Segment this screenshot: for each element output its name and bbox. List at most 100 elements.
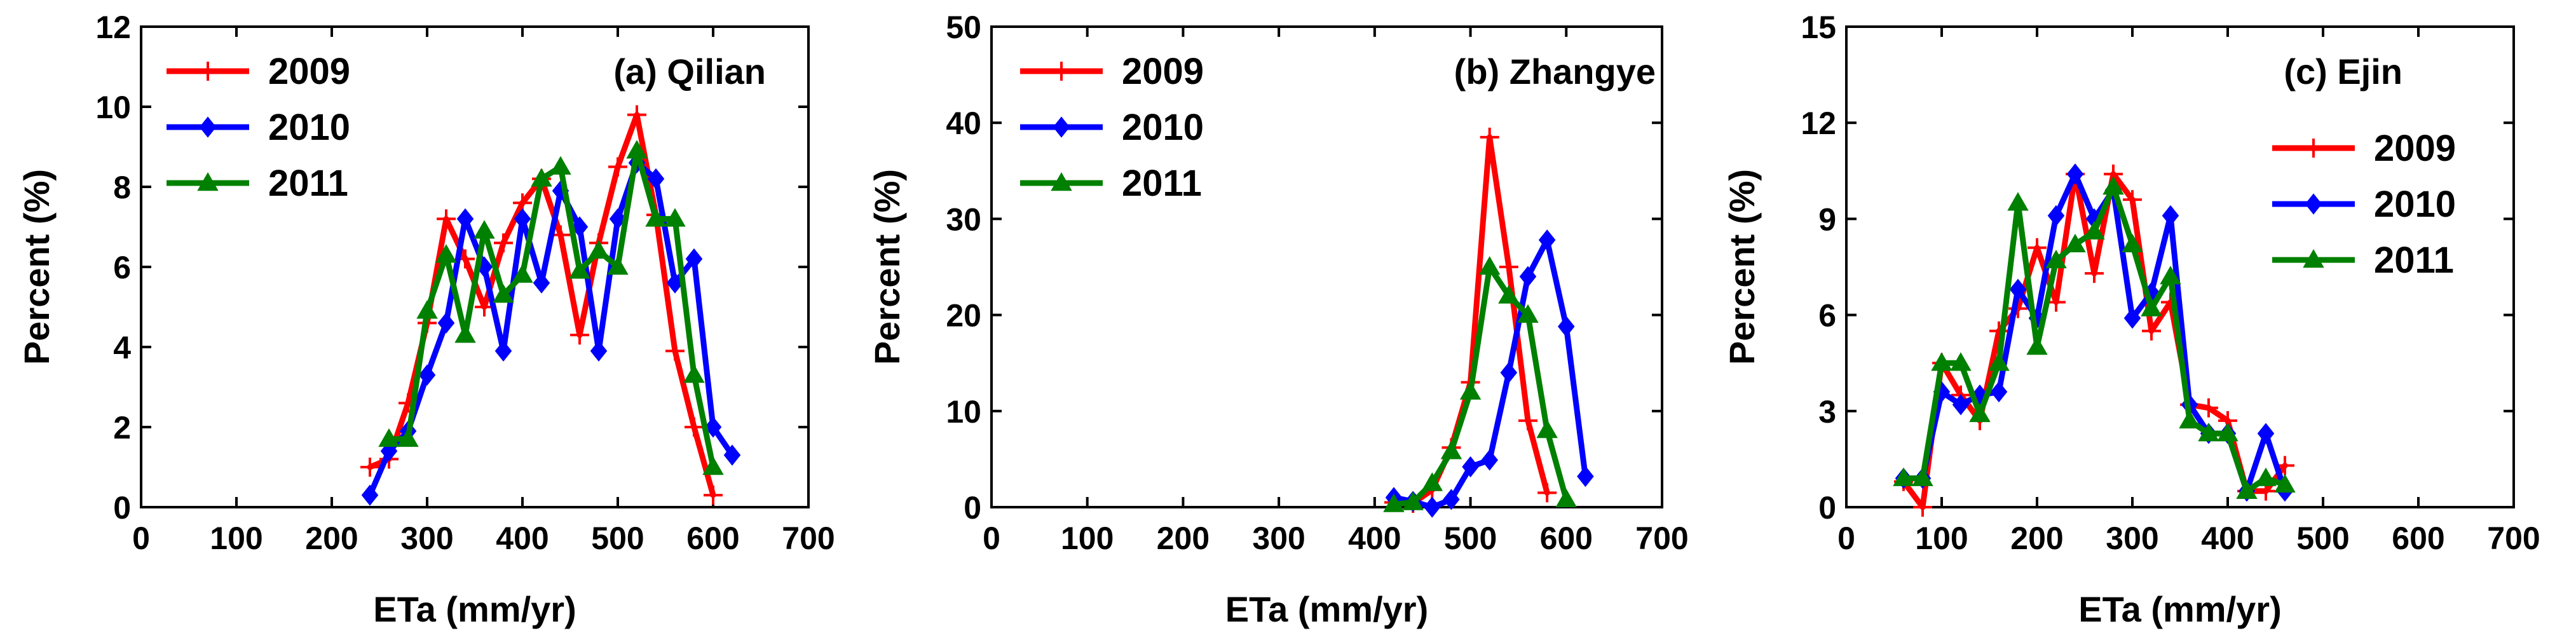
data-point — [1577, 466, 1594, 487]
triangle-marker — [435, 244, 457, 263]
plus-marker — [494, 233, 513, 253]
data-point — [2255, 467, 2277, 486]
legend-entry-2011: 2011 — [2272, 240, 2454, 281]
data-point — [2026, 336, 2048, 355]
plus-marker — [1518, 411, 1537, 430]
x-tick-label: 700 — [1635, 521, 1688, 556]
triangle-marker — [1478, 255, 1501, 275]
data-point — [1402, 491, 1424, 510]
triangle-marker — [2007, 192, 2029, 211]
data-point — [2045, 249, 2067, 269]
x-tick-label: 500 — [1444, 521, 1497, 556]
data-point — [437, 312, 455, 334]
data-point — [2007, 192, 2029, 211]
triangle-marker — [626, 140, 648, 159]
data-point — [512, 264, 533, 283]
triangle-marker — [1893, 467, 1914, 486]
data-point — [1519, 266, 1537, 287]
triangle-marker — [569, 260, 590, 279]
data-point — [531, 168, 552, 187]
triangle-marker — [2179, 409, 2200, 429]
series-2011 — [378, 140, 724, 475]
x-axis-label: ETa (mm/yr) — [2078, 589, 2281, 629]
diamond-marker — [1558, 316, 1575, 337]
triangle-marker — [454, 324, 476, 343]
x-tick-label: 500 — [591, 521, 644, 556]
x-tick-label: 100 — [1061, 521, 1114, 556]
triangle-marker — [2122, 233, 2143, 252]
x-tick-label: 400 — [496, 521, 549, 556]
triangle-marker — [2102, 175, 2124, 195]
data-point — [683, 364, 705, 383]
y-tick-label: 40 — [946, 106, 981, 141]
triangle-marker — [2274, 473, 2296, 493]
diamond-marker — [1500, 362, 1518, 383]
y-tick-label: 2 — [113, 410, 131, 446]
triangle-marker — [1988, 352, 2010, 371]
triangle-marker — [1536, 419, 1558, 439]
data-point — [2142, 321, 2161, 341]
data-point — [1950, 352, 1972, 371]
y-axis-label: Percent (%) — [17, 169, 57, 365]
plus-marker — [2123, 190, 2142, 210]
legend-entry-2011: 2011 — [167, 163, 348, 204]
series-2010 — [361, 152, 741, 506]
data-point — [456, 208, 474, 230]
diamond-marker — [2066, 163, 2084, 185]
data-point — [1462, 456, 1479, 478]
y-tick-label: 0 — [1818, 490, 1836, 526]
data-point — [360, 458, 379, 477]
triangle-marker — [702, 456, 724, 475]
x-tick-label: 0 — [1837, 521, 1855, 556]
plus-marker — [704, 486, 723, 505]
diamond-marker — [199, 116, 217, 138]
legend-entry-2010: 2010 — [1020, 107, 1204, 148]
legend-label: 2009 — [268, 51, 350, 92]
data-point — [1443, 489, 1460, 510]
diamond-marker — [533, 272, 550, 294]
legend-entry-2009: 2009 — [167, 51, 350, 92]
plus-marker — [570, 325, 589, 345]
data-point — [1518, 411, 1537, 430]
data-point — [2085, 264, 2104, 283]
diamond-marker — [2162, 205, 2179, 226]
triangle-marker — [2045, 249, 2067, 269]
diamond-marker — [437, 312, 455, 334]
triangle-marker — [1459, 381, 1482, 400]
data-point — [1536, 419, 1558, 439]
data-point — [2123, 190, 2142, 210]
data-point — [1480, 127, 1499, 147]
diamond-marker — [514, 208, 531, 230]
y-tick-label: 50 — [946, 10, 981, 45]
triangle-marker — [531, 168, 552, 187]
y-axis-label: Percent (%) — [1722, 169, 1762, 365]
series-2011 — [1383, 255, 1578, 512]
x-tick-label: 100 — [1915, 521, 1968, 556]
data-point — [608, 157, 627, 177]
x-tick-label: 200 — [2010, 521, 2063, 556]
triangle-marker — [1517, 304, 1539, 323]
diamond-marker — [1443, 489, 1460, 510]
legend-label: 2010 — [1122, 107, 1204, 148]
data-point — [361, 484, 379, 506]
data-point — [2160, 266, 2181, 285]
diamond-marker — [723, 444, 741, 466]
x-axis-label: ETa (mm/yr) — [373, 589, 576, 629]
plus-marker — [1499, 257, 1518, 276]
diamond-marker — [1424, 496, 1441, 518]
legend-label: 2010 — [268, 107, 350, 148]
diamond-marker — [1952, 394, 1970, 416]
data-point — [1913, 498, 1932, 517]
data-point — [704, 416, 722, 438]
data-point — [550, 156, 571, 175]
data-point — [1459, 381, 1482, 400]
x-tick-label: 500 — [2296, 521, 2349, 556]
x-tick-label: 200 — [1157, 521, 1210, 556]
triangle-marker — [645, 208, 667, 227]
diamond-marker — [418, 364, 436, 386]
x-tick-label: 400 — [1348, 521, 1401, 556]
triangle-marker — [683, 364, 705, 383]
legend-entry-2009: 2009 — [1020, 51, 1204, 92]
data-point — [702, 456, 724, 475]
legend-label: 2010 — [2374, 184, 2456, 225]
